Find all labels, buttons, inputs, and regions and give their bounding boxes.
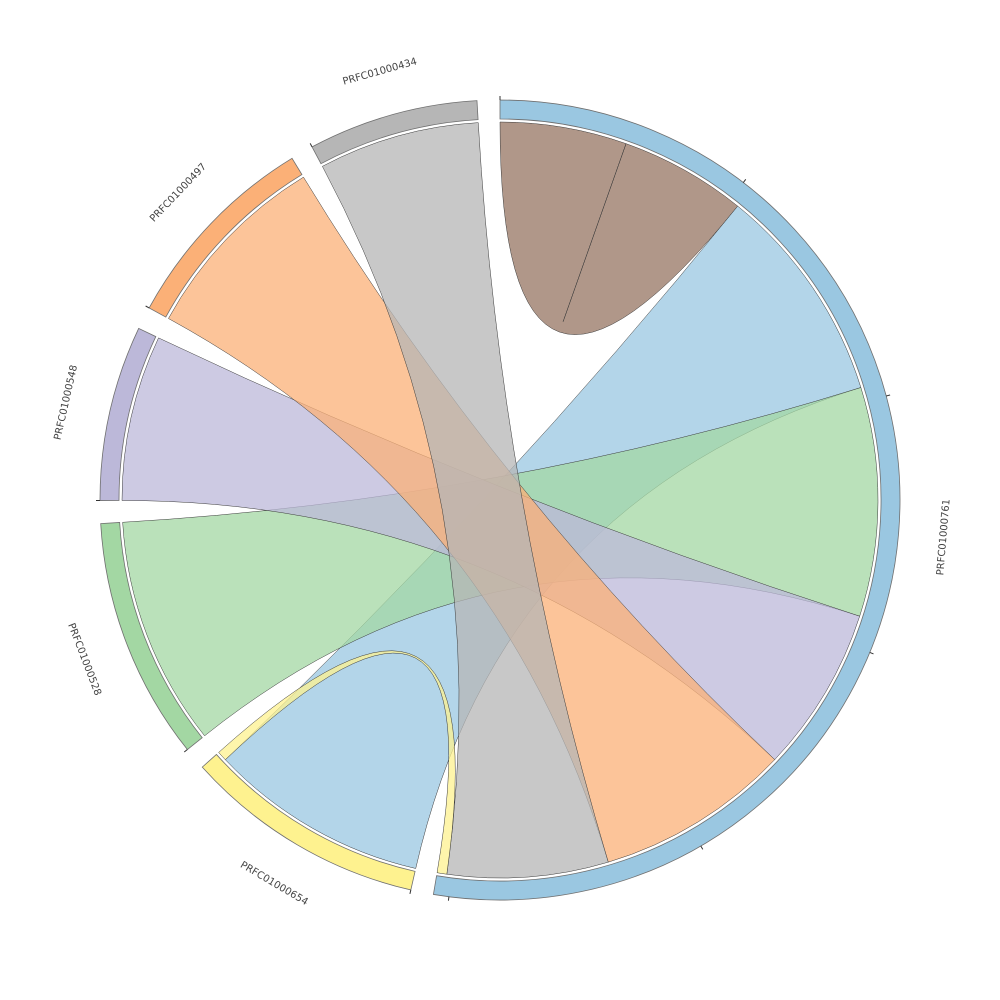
- sector-label-prfc01000654: PRFC01000654: [238, 860, 310, 908]
- axis-tick: [409, 889, 412, 894]
- sector-arc-prfc01000761: [432, 99, 901, 901]
- axis-tick: [742, 179, 747, 183]
- axis-tick: [183, 749, 188, 753]
- sector-label-prfc01000761: PRFC01000761: [935, 499, 952, 576]
- sector-label-prfc01000497: PRFC01000497: [148, 161, 209, 224]
- sector-arc-prfc01000528: [100, 522, 203, 751]
- ribbon-layer: [121, 121, 879, 879]
- axis-tick: [700, 845, 704, 850]
- axis-tick: [145, 305, 150, 309]
- sector-label-prfc01000548: PRFC01000548: [53, 364, 81, 441]
- axis-tick: [886, 394, 891, 397]
- axis-tick: [869, 651, 874, 655]
- sector-label-prfc01000528: PRFC01000528: [65, 622, 103, 697]
- sector-arc-prfc01000434: [311, 100, 479, 165]
- axis-tick: [309, 143, 313, 148]
- chord-ribbon-prfc01000654-prfc01000761: [218, 650, 456, 875]
- chord-ribbon-prfc01000761-prfc01000761: [499, 121, 739, 335]
- sector-arc-prfc01000497: [148, 157, 303, 318]
- sector-arc-prfc01000654: [201, 753, 416, 891]
- sector-label-prfc01000434: PRFC01000434: [342, 56, 419, 87]
- sector-arc-layer: [99, 99, 901, 901]
- axis-tick: [447, 896, 450, 901]
- tick-layer: [95, 96, 891, 901]
- sector-arc-prfc01000548: [99, 327, 157, 501]
